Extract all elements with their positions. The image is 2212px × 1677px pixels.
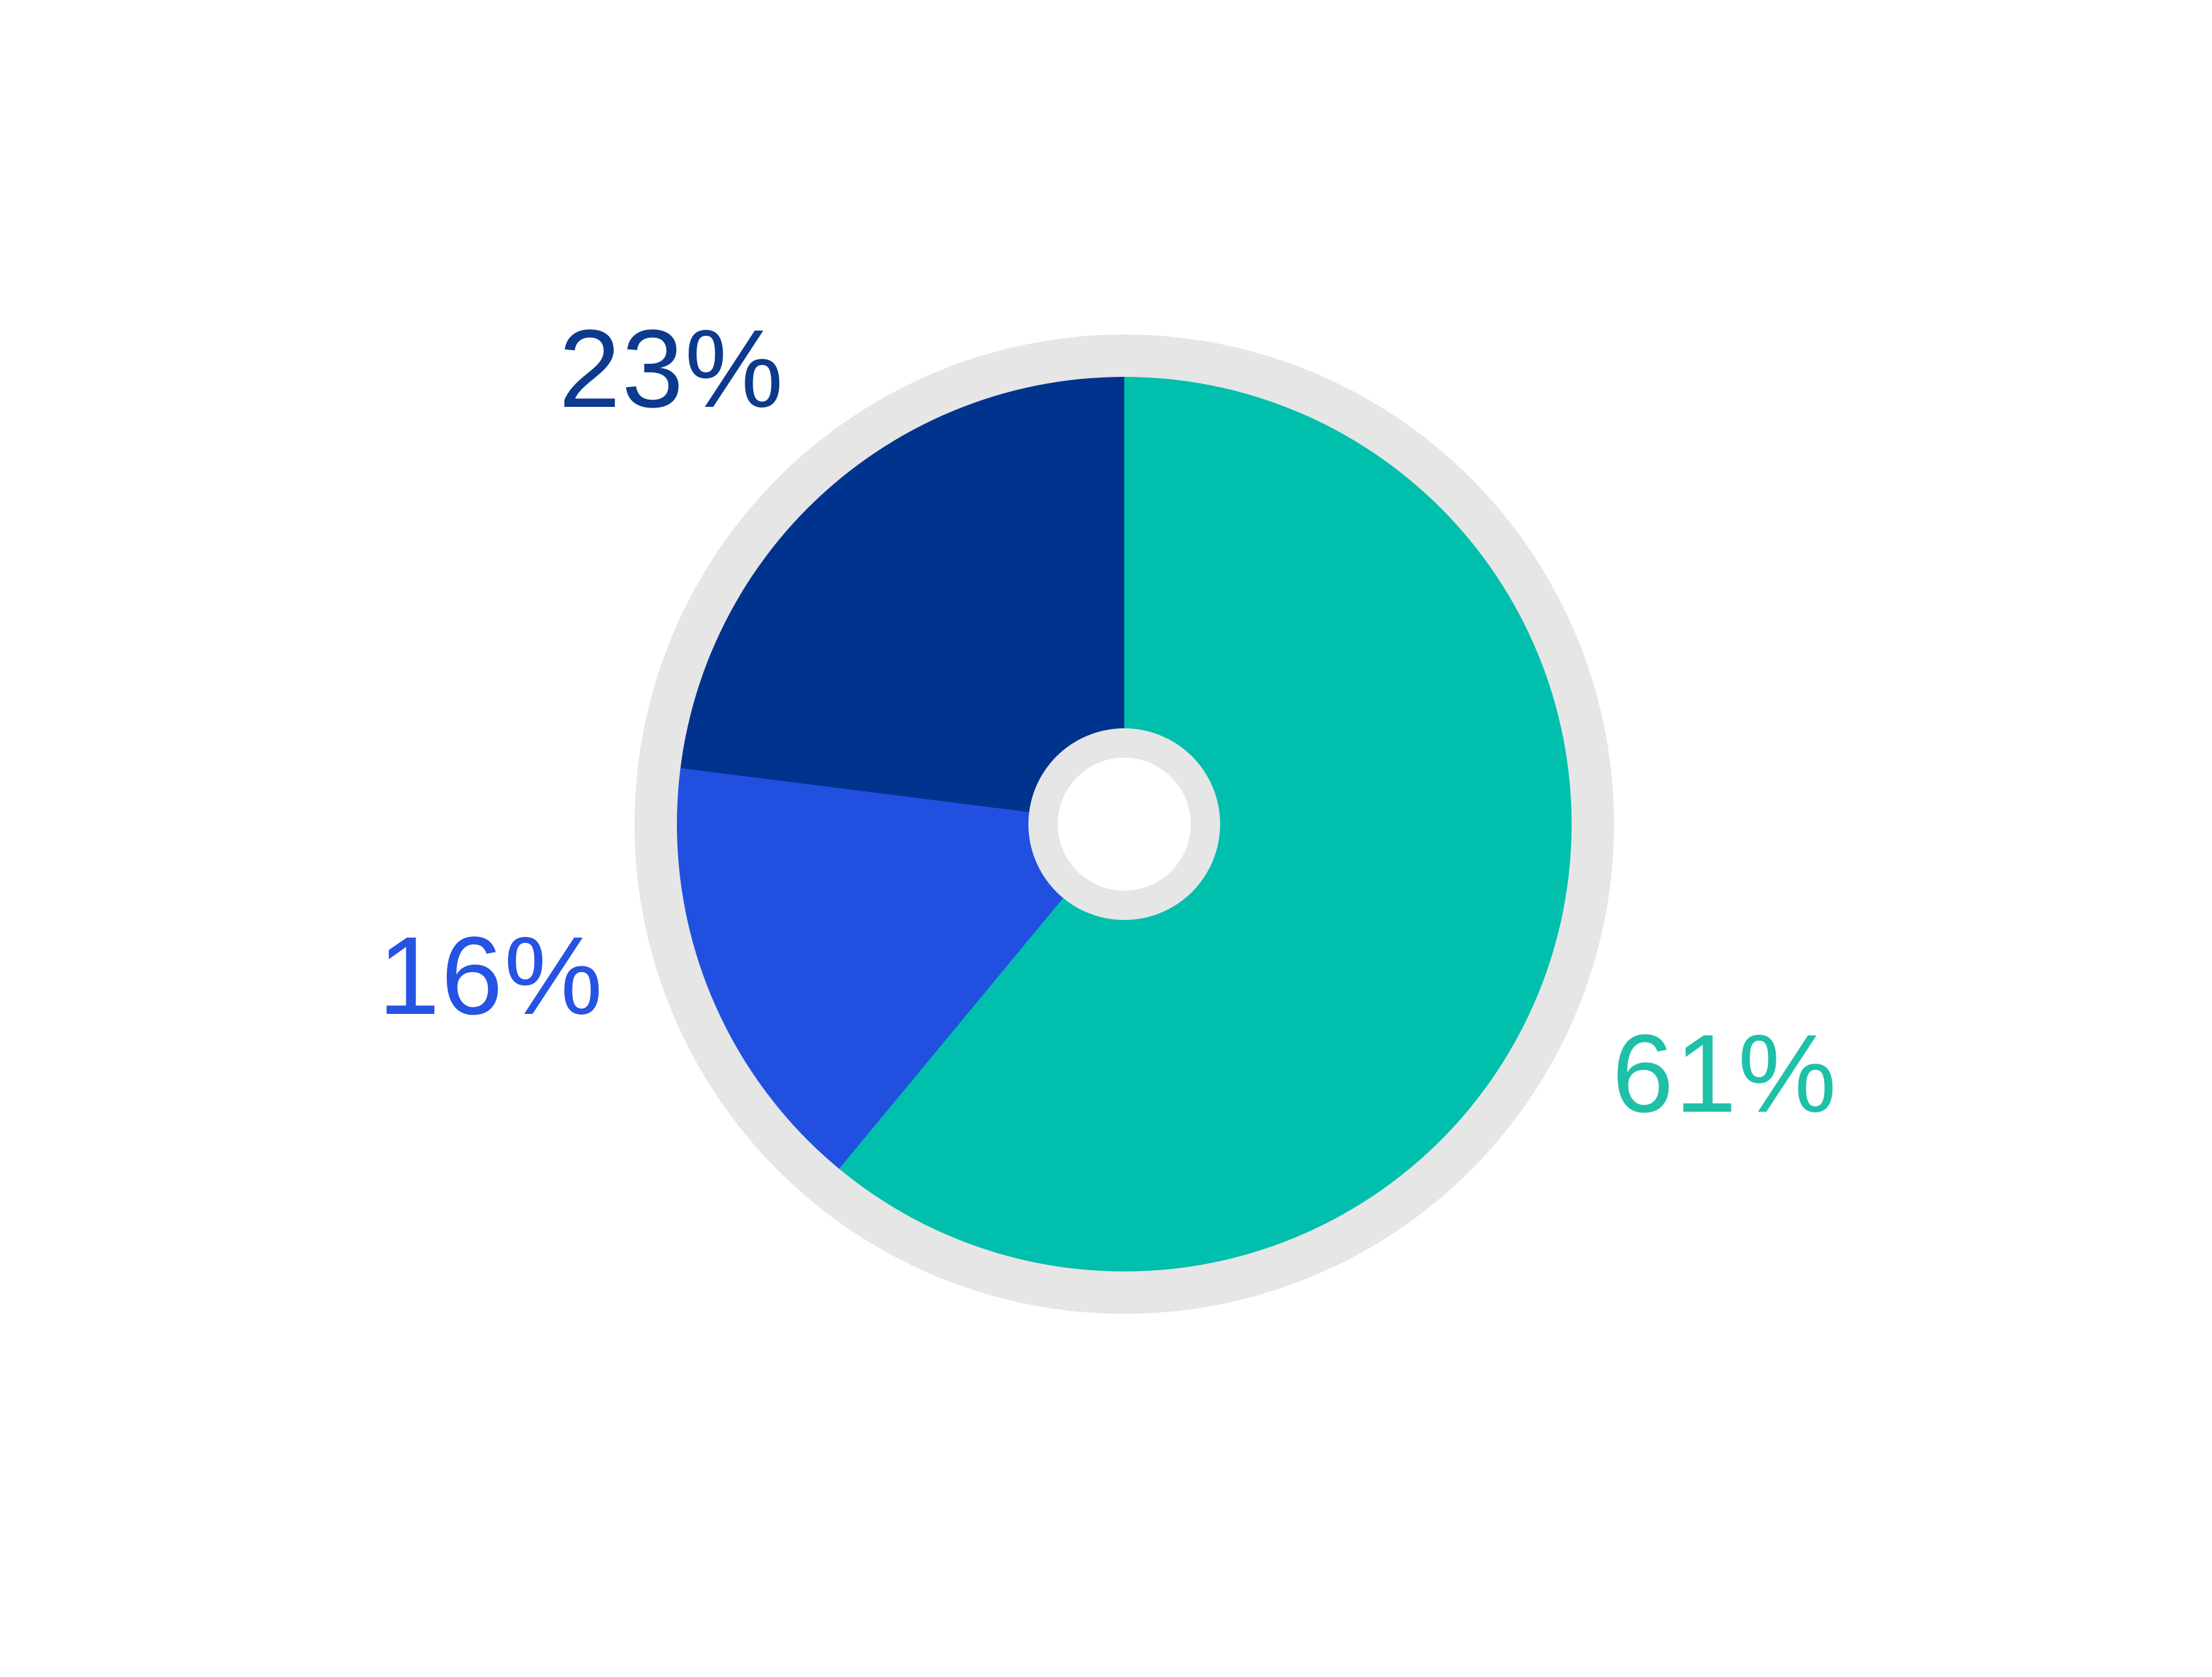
pie-outer-ring xyxy=(635,334,1614,1314)
slice-label-23: 23% xyxy=(558,307,785,431)
slice-label-16: 16% xyxy=(378,914,605,1038)
slice-label-61: 61% xyxy=(1611,1012,1838,1136)
donut-hole xyxy=(1058,758,1191,891)
